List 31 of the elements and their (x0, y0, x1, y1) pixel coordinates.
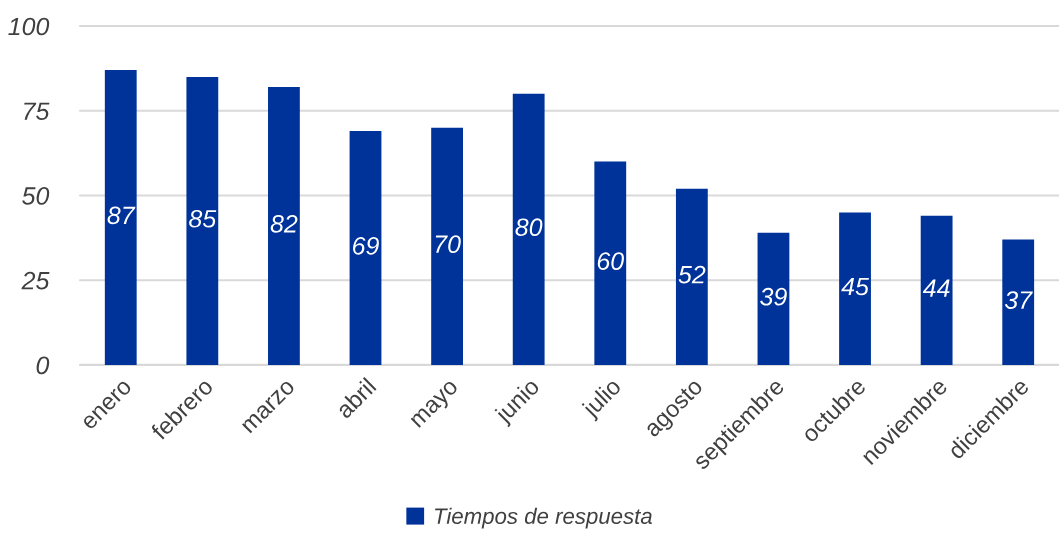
data-label: 85 (189, 209, 217, 228)
data-label: 80 (515, 218, 543, 237)
data-label: 87 (107, 206, 136, 225)
bar (349, 131, 382, 365)
bar (675, 188, 708, 365)
bar (431, 127, 464, 365)
data-label: 45 (841, 277, 869, 296)
y-tick-label: 50 (22, 187, 50, 205)
bar (920, 215, 953, 365)
bar (594, 161, 627, 365)
data-label: 39 (760, 287, 787, 306)
y-tick-label: 100 (8, 17, 50, 36)
data-label: 44 (922, 279, 950, 297)
bar (186, 76, 219, 365)
data-label: 70 (435, 235, 461, 254)
x-tick-label: julio (580, 376, 626, 422)
data-label: 82 (270, 214, 298, 233)
data-label: 60 (597, 252, 624, 270)
bar (839, 212, 871, 365)
y-tick-label: 75 (24, 102, 50, 121)
y-tick-label: 0 (36, 356, 50, 375)
bar (512, 93, 545, 365)
bar (268, 87, 300, 365)
bar (104, 70, 137, 365)
legend-label: Tiempos de respuesta (435, 507, 652, 529)
bar (1002, 239, 1035, 365)
bar (757, 232, 790, 365)
data-label: 37 (1004, 291, 1033, 309)
data-label: 69 (353, 237, 379, 255)
y-tick-label: 25 (21, 271, 50, 290)
data-label: 52 (678, 265, 706, 284)
